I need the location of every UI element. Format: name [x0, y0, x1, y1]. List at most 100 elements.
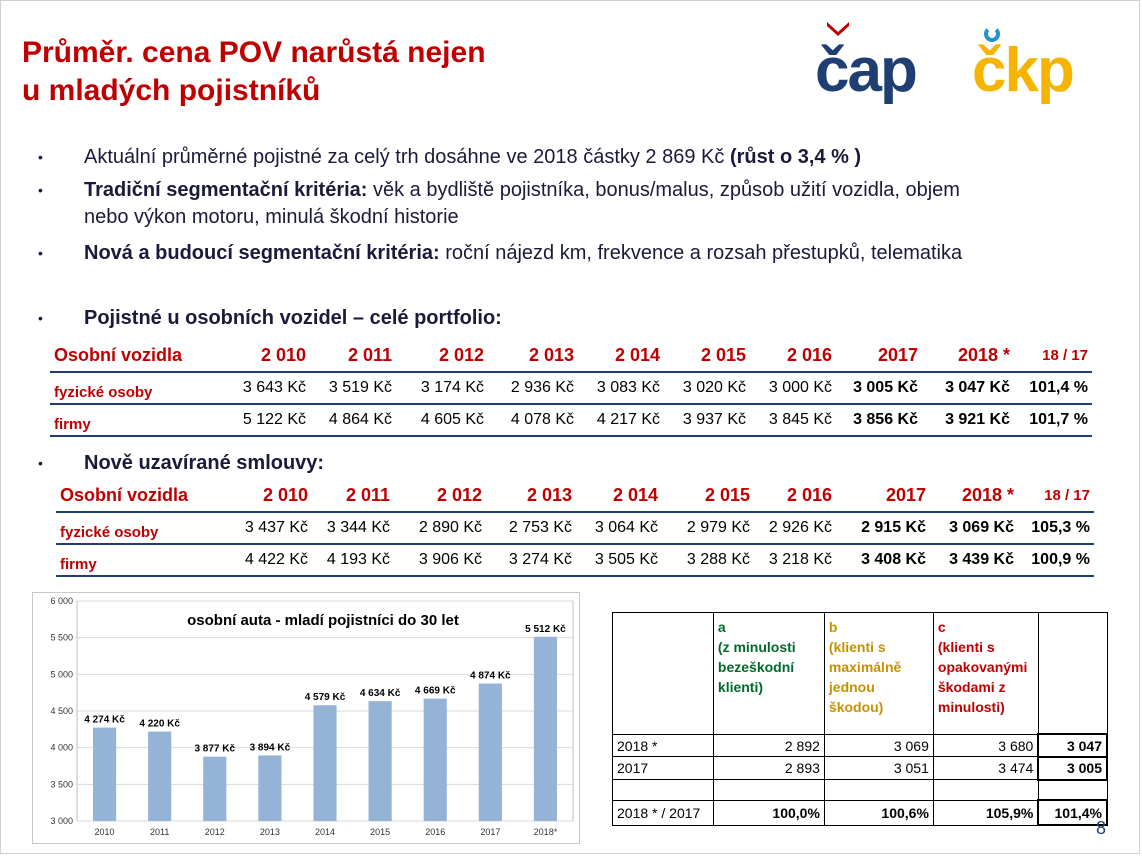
table-cell: 3 408 Kč — [861, 551, 926, 568]
table-cell: 4 193 Kč — [326, 551, 390, 568]
chart-bar — [368, 701, 392, 821]
x-tick-label: 2017 — [480, 827, 500, 837]
x-tick-label: 2016 — [425, 827, 445, 837]
header-cell: 18 / 17 — [1014, 340, 1092, 373]
segment-b-letter: b — [828, 619, 838, 635]
segment-header-total — [1037, 612, 1108, 735]
bullet-dot: • — [38, 245, 43, 261]
bullet-1-tail: (růst o 3,4 % ) — [729, 146, 862, 168]
table-cell: 5 122 Kč — [242, 411, 306, 428]
table-cell: 3 005 Kč — [853, 379, 918, 396]
table-cell: 2 893 — [712, 756, 825, 781]
table-cell: 100,0% — [712, 799, 825, 826]
ckp-logo-text: čkp — [972, 36, 1075, 105]
table-row: 2018 * / 2017 100,0% 100,6% 105,9% 101,4… — [612, 799, 1108, 826]
table-cell: 3 921 Kč — [945, 411, 1010, 428]
table-cell: 101,7 % — [1029, 411, 1088, 428]
row-label: fyzické osoby — [54, 384, 153, 401]
ckp-logo: čkp — [972, 26, 1075, 102]
cap-logo-text: čap — [815, 36, 918, 105]
data-label: 4 669 Kč — [415, 686, 456, 697]
segment-header-c: c (klienti s opakovanými škodami z minul… — [932, 612, 1039, 735]
chart-bar — [148, 731, 172, 821]
table-row: 2017 2 893 3 051 3 474 3 005 — [612, 755, 1108, 781]
x-tick-label: 2013 — [260, 827, 280, 837]
segment-header-b: b (klienti s maximálně jednou škodou) — [823, 612, 934, 735]
chart-bar — [478, 683, 502, 821]
table-cell — [712, 779, 825, 801]
header-cell: 2017 — [836, 340, 922, 373]
table-cell: 3 288 Kč — [686, 551, 750, 568]
segment-c-line: (klienti s — [937, 639, 995, 655]
table-cell: 3 069 Kč — [949, 519, 1014, 536]
header-cell: 2017 — [836, 480, 930, 513]
new-contracts-table: Osobní vozidla 2 010 2 011 2 012 2 013 2… — [56, 480, 1094, 577]
table-cell: 3 020 Kč — [682, 379, 746, 396]
header-cell: 2 012 — [396, 340, 488, 373]
segment-table: a (z minulosti bezeškodní klienti) b (kl… — [612, 612, 1108, 826]
new-contracts-header-row: Osobní vozidla 2 010 2 011 2 012 2 013 2… — [56, 480, 1094, 513]
header-cell: 2018 * — [930, 480, 1018, 513]
chart-bar — [203, 756, 227, 821]
y-tick-label: 4 500 — [50, 706, 73, 716]
y-tick-label: 4 000 — [50, 743, 73, 753]
table-row: fyzické osoby 3 437 Kč 3 344 Kč 2 890 Kč… — [56, 512, 1094, 544]
table-cell: 3 083 Kč — [596, 379, 660, 396]
row-label: firmy — [60, 556, 97, 573]
data-label: 4 579 Kč — [305, 692, 346, 703]
segment-a-line: bezeškodní — [717, 659, 795, 675]
bullet-dot: • — [38, 182, 43, 198]
segment-c-line: minulosti) — [937, 699, 1005, 715]
header-cell: 18 / 17 — [1018, 480, 1094, 513]
table-row: firmy 4 422 Kč 4 193 Kč 3 906 Kč 3 274 K… — [56, 544, 1094, 576]
bullet-dot: • — [38, 455, 43, 471]
header-cell: 2 010 — [220, 340, 310, 373]
table-cell: 3 064 Kč — [594, 519, 658, 536]
row-label: 2018 * / 2017 — [612, 799, 714, 826]
table-cell: 3 643 Kč — [242, 379, 306, 396]
table-cell: 105,3 % — [1031, 519, 1090, 536]
header-cell: 2 016 — [754, 480, 836, 513]
table-cell — [823, 779, 934, 801]
portfolio-header-row: Osobní vozidla 2 010 2 011 2 012 2 013 2… — [50, 340, 1092, 373]
bullet-dot: • — [38, 310, 43, 326]
table-cell: 3 845 Kč — [768, 411, 832, 428]
segment-header-empty — [612, 612, 714, 735]
table-cell: 3 274 Kč — [508, 551, 572, 568]
segment-b-line: maximálně — [828, 659, 902, 675]
table-cell: 2 936 Kč — [510, 379, 574, 396]
bullet-2-text: věk a bydliště pojistníka, bonus/malus, … — [84, 179, 960, 228]
chart-canvas: 3 000 3 500 4 000 4 500 5 000 5 500 6 000 osobn… — [50, 596, 574, 837]
data-label: 4 874 Kč — [470, 671, 511, 682]
segment-header-row: a (z minulosti bezeškodní klienti) b (kl… — [612, 612, 1108, 735]
data-label: 4 274 Kč — [84, 715, 125, 726]
table-cell: 3 680 — [932, 733, 1039, 758]
table-cell: 3 439 Kč — [949, 551, 1014, 568]
bullet-3-text: roční nájezd km, frekvence a rozsah přes… — [439, 242, 963, 264]
x-tick-label: 2011 — [150, 827, 169, 837]
table-cell — [932, 779, 1039, 801]
table-cell: 3 069 — [823, 733, 934, 758]
table-cell: 3 437 Kč — [244, 519, 308, 536]
data-label: 3 877 Kč — [194, 744, 235, 755]
slide-title: Průměr. cena POV narůstá nejen u mladých… — [22, 34, 486, 110]
table-cell: 2 753 Kč — [508, 519, 572, 536]
data-label: 4 220 Kč — [139, 719, 180, 730]
table-cell: 2 926 Kč — [768, 519, 832, 536]
segment-a-letter: a — [717, 619, 726, 635]
table-cell: 3 047 Kč — [945, 379, 1010, 396]
header-cell: 2 011 — [310, 340, 396, 373]
cap-logo: čap — [815, 22, 918, 102]
row-label — [612, 779, 714, 801]
table-cell: 3 856 Kč — [853, 411, 918, 428]
chart-bar — [313, 705, 337, 821]
segment-b-line: jednou — [828, 679, 875, 695]
chart-bar — [423, 698, 447, 821]
chart-title: osobní auta - mladí pojistníci do 30 let — [187, 612, 459, 629]
table-row: 2018 * 2 892 3 069 3 680 3 047 — [612, 733, 1108, 758]
segment-a-line: klienti) — [717, 679, 764, 695]
table-cell: 3 344 Kč — [326, 519, 390, 536]
bullet-4-lead: Pojistné u osobních vozidel – celé portf… — [84, 307, 502, 329]
table-cell: 4 864 Kč — [328, 411, 392, 428]
data-label: 5 512 Kč — [525, 624, 566, 635]
